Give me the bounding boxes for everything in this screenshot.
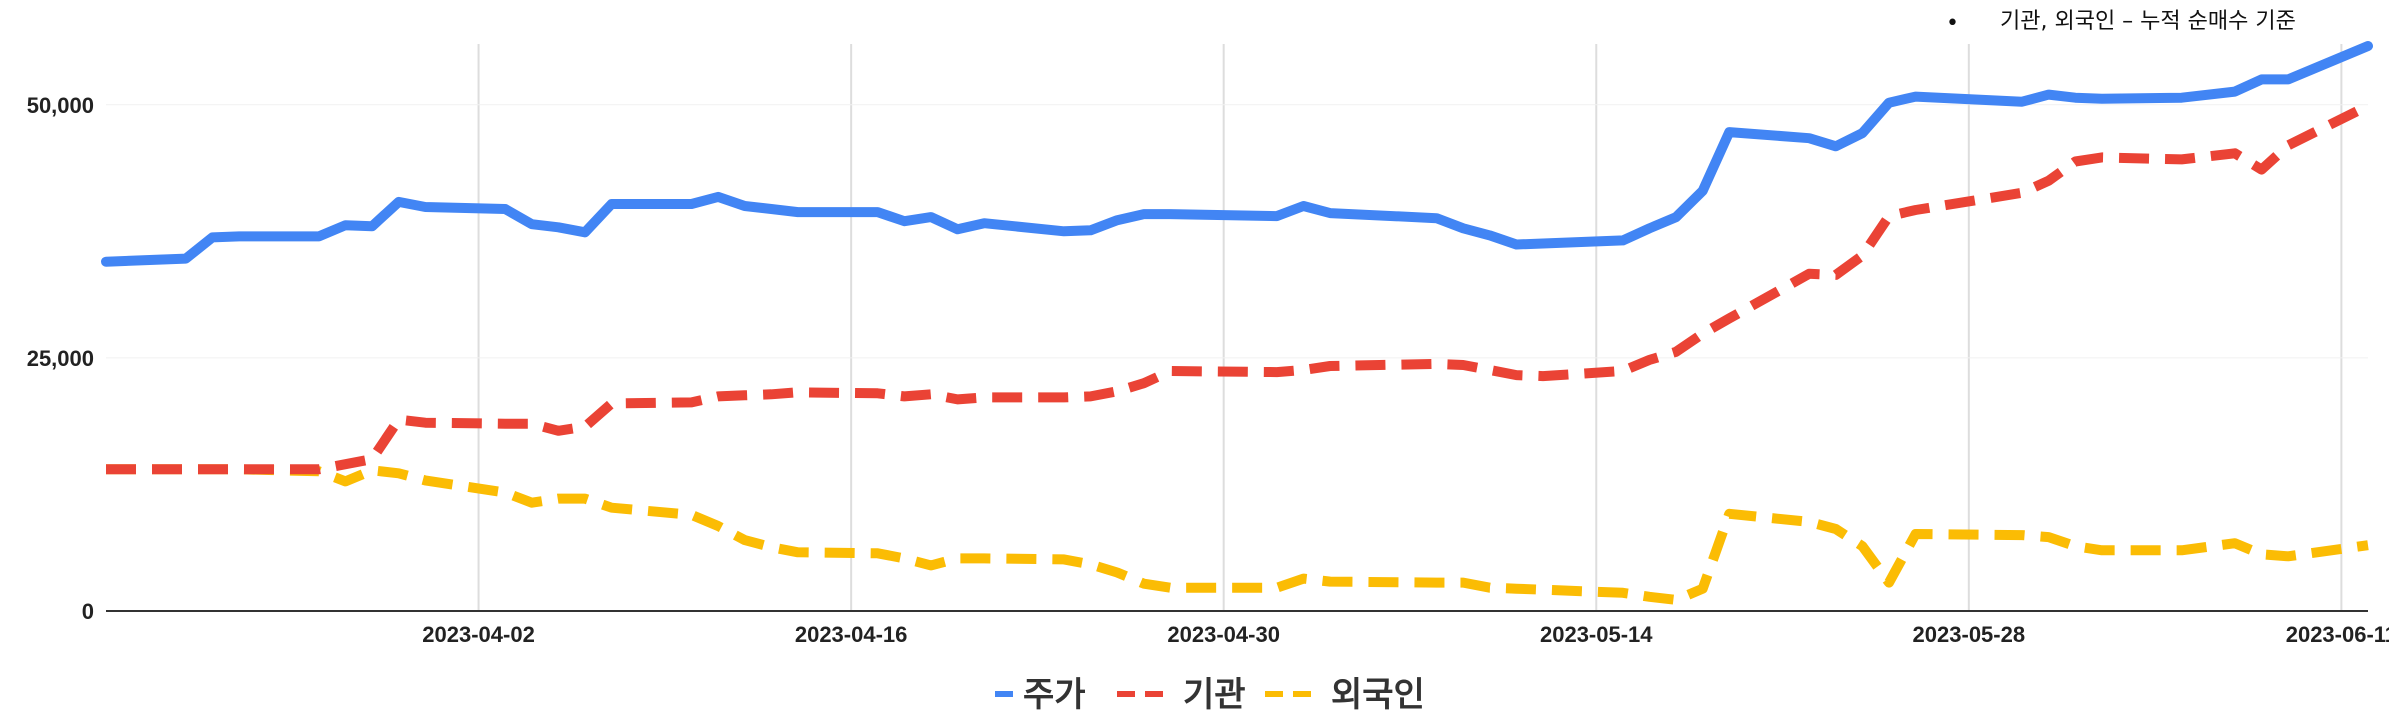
legend-item-institution[interactable]: 기관 xyxy=(1117,675,1246,715)
x-tick-label-3: 2023-05-14 xyxy=(1540,622,1653,647)
annotation-note: • 기관, 외국인 – 누적 순매수 기준 xyxy=(1946,9,2296,36)
note-bullet: • xyxy=(1946,11,1959,36)
y-tick-label-0: 0 xyxy=(82,599,94,624)
x-tick-label-0: 2023-04-02 xyxy=(422,622,535,647)
x-tick-label-4: 2023-05-28 xyxy=(1913,622,2026,647)
x-tick-label-2: 2023-04-30 xyxy=(1167,622,1280,647)
legend-label-price: 주가 xyxy=(1023,675,1086,715)
series-line-institution xyxy=(106,101,2371,475)
series-lines xyxy=(101,41,2373,605)
x-tick-label-5: 2023-06-11 xyxy=(2286,622,2389,647)
vertical-gridlines xyxy=(106,44,2368,611)
x-axis-tick-labels: 2023-04-02 2023-04-16 2023-04-30 2023-05-14… xyxy=(422,622,2389,647)
legend-item-price[interactable]: 주가 xyxy=(995,675,1086,715)
legend-item-foreign[interactable]: 외국인 xyxy=(1265,675,1425,715)
y-tick-label-1: 25,000 xyxy=(27,346,94,371)
y-tick-label-2: 50,000 xyxy=(27,93,94,118)
legend-label-institution: 기관 xyxy=(1183,675,1246,715)
x-tick-label-1: 2023-04-16 xyxy=(795,622,908,647)
y-axis-tick-labels: 0 25,000 50,000 xyxy=(27,93,94,624)
series-line-foreign xyxy=(106,464,2369,605)
legend: 주가 기관 외국인 xyxy=(995,675,1425,715)
series-line-price xyxy=(101,41,2373,267)
note-text: 기관, 외국인 – 누적 순매수 기준 xyxy=(2000,9,2296,34)
legend-label-foreign: 외국인 xyxy=(1331,675,1425,715)
